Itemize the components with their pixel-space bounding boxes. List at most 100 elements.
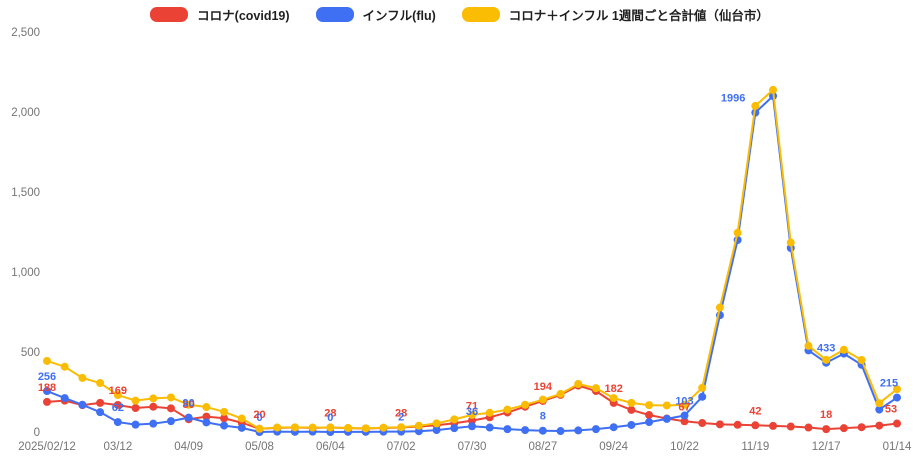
x-tick-label: 07/30 [458,441,487,453]
data-point-flu [538,426,547,435]
data-point-total [255,424,264,433]
data-point-total [43,356,51,365]
point-label-flu: 0 [327,412,333,424]
covid-series-swatch [150,7,189,22]
data-point-total [645,401,654,410]
data-point-total [149,394,158,403]
data-point-covid [113,400,122,409]
data-point-total [609,394,618,403]
point-label-flu: 0 [256,412,262,424]
x-tick-label: 08/27 [528,441,557,453]
data-point-covid [804,423,813,432]
data-point-flu [662,414,671,423]
data-point-flu [184,413,193,422]
point-label-covid: 182 [604,383,622,395]
point-label-covid: 169 [109,385,127,397]
data-point-covid [751,421,760,430]
point-label-flu: 433 [817,343,835,355]
point-label-flu: 36 [466,406,478,418]
point-label-flu: 2 [398,412,404,424]
x-tick-label: 07/02 [387,441,416,453]
data-point-total [273,423,282,432]
data-point-total [166,393,175,402]
y-tick-label: 500 [21,347,40,359]
y-tick-label: 1,000 [11,267,40,279]
data-point-total [308,423,317,432]
data-point-total [556,389,565,398]
data-point-total [751,101,760,110]
data-point-total [113,391,122,400]
data-point-total [662,401,671,410]
data-point-flu [202,418,211,427]
point-label-covid: 28 [395,408,407,420]
data-point-total [893,385,901,394]
data-point-total [715,303,724,312]
x-tick-label: 12/17 [812,441,841,453]
data-point-total [184,400,193,409]
point-label-covid: 18 [820,409,832,421]
point-label-covid: 42 [749,405,761,417]
point-label-covid: 20 [253,409,265,421]
data-point-total [574,380,583,388]
point-label-flu: 215 [880,378,898,390]
x-tick-label: 05/08 [245,441,274,453]
data-point-total [839,345,848,354]
data-point-total [822,355,831,364]
data-point-total [680,400,689,409]
data-point-covid [627,405,636,414]
y-tick-label: 0 [34,427,40,439]
x-tick-label: 04/09 [174,441,203,453]
data-point-covid [131,404,140,412]
data-point-total [131,396,140,405]
data-point-flu [521,426,530,435]
data-point-covid [468,416,476,425]
x-tick-label: 03/12 [103,441,132,453]
series-markers-total [43,85,901,433]
data-point-covid [786,422,795,431]
data-point-total [432,419,441,428]
point-label-covid: 194 [534,381,553,393]
data-point-covid [839,424,848,433]
data-point-flu [485,423,494,432]
legend: コロナ(covid19) インフル(flu) コロナ＋インフル 1週間ごと合計値… [0,5,919,24]
legend-item-total[interactable]: コロナ＋インフル 1週間ごと合計値（仙台市） [461,5,769,24]
data-point-total [397,423,406,432]
data-point-total [96,379,105,388]
legend-label-covid: コロナ(covid19) [197,9,290,23]
flu-series-swatch [315,7,354,22]
data-point-covid [166,404,175,413]
point-label-flu: 1996 [721,93,745,105]
data-point-total [733,228,742,237]
data-point-flu [503,425,512,434]
data-point-covid [149,402,158,411]
data-point-total [538,395,547,404]
data-point-flu [96,408,105,417]
data-point-total [503,405,512,414]
data-point-flu [166,417,175,426]
data-point-covid [680,417,689,426]
data-point-total [414,421,423,430]
series-line-total [46,88,898,430]
data-point-total [591,384,600,393]
data-point-flu [875,405,884,414]
legend-item-covid[interactable]: コロナ(covid19) [150,5,290,24]
point-label-flu: 90 [183,398,195,410]
data-point-flu [556,427,565,436]
data-point-flu [698,392,707,401]
point-label-flu: 62 [112,402,124,414]
data-point-covid [893,419,901,428]
data-point-flu [113,418,122,427]
data-point-flu [680,411,689,420]
data-point-flu [149,419,158,428]
legend-item-flu[interactable]: インフル(flu) [315,5,436,24]
point-label-covid: 67 [678,401,690,413]
data-point-covid [715,420,724,429]
x-tick-label: 06/04 [316,441,345,453]
data-point-flu [43,387,51,396]
point-label-covid: 71 [466,401,478,413]
data-point-covid [733,420,742,429]
data-point-total [468,410,476,419]
data-point-flu [591,425,600,434]
